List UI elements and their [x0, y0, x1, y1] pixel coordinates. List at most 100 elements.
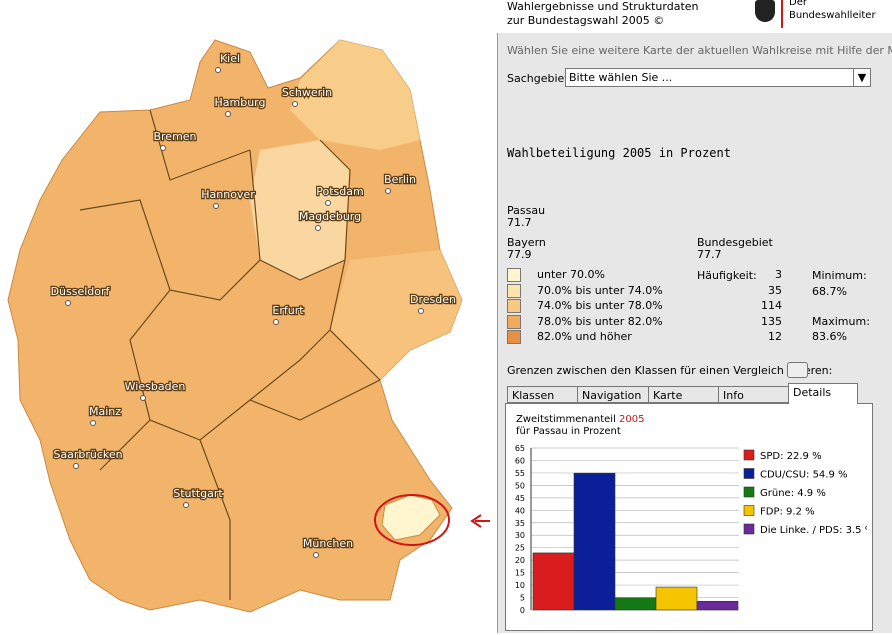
- y-tick-label: 65: [515, 444, 525, 453]
- class-swatch: [507, 314, 521, 329]
- class-swatch: [507, 268, 521, 282]
- fix-button[interactable]: [787, 362, 808, 378]
- bar: [696, 600, 739, 611]
- select[interactable]: Bitte wählen Sie ... ▼: [565, 68, 871, 87]
- class-label: 74.0% bis unter 78.0%: [537, 299, 663, 312]
- y-tick-label: 10: [515, 581, 525, 590]
- min-label: Minimum:: [812, 269, 867, 282]
- country-name: Bundesgebiet: [697, 236, 773, 249]
- chart-year: 2005: [619, 414, 645, 425]
- city-dot: [225, 111, 231, 117]
- max-value: 83.6%: [812, 330, 847, 343]
- arrow: [470, 514, 490, 528]
- bar: [532, 552, 575, 611]
- min-value: 68.7%: [812, 285, 847, 298]
- class-label: unter 70.0%: [537, 268, 605, 281]
- y-tick-label: 5: [520, 594, 525, 603]
- instruction: Wählen Sie eine weitere Karte der aktuel…: [507, 44, 892, 57]
- class-count: 3: [775, 268, 782, 281]
- y-tick-label: 25: [515, 544, 525, 553]
- city-label: Berlin: [384, 173, 416, 186]
- city-label: Erfurt: [272, 304, 304, 317]
- logo-eagle: [755, 0, 775, 22]
- city-dot: [73, 463, 79, 469]
- legend-swatch: [743, 468, 755, 479]
- tab[interactable]: Info: [718, 386, 789, 403]
- select-arrow: ▼: [853, 69, 870, 86]
- logo-text: Der: [789, 0, 807, 8]
- city-dot: [215, 67, 221, 73]
- city-dot: [65, 300, 71, 306]
- city-label: München: [303, 537, 353, 550]
- city-label: Düsseldorf: [51, 285, 111, 298]
- legend-label: Die Linke. / PDS: 3.5 %: [760, 525, 867, 536]
- state-borders: [79, 109, 381, 600]
- city-label: Hannover: [201, 188, 255, 201]
- y-tick-label: 35: [515, 519, 525, 528]
- region-value: 71.7: [507, 216, 532, 229]
- y-tick-label: 30: [515, 531, 525, 540]
- y-tick-label: 0: [520, 606, 525, 615]
- class-swatch: [507, 283, 521, 298]
- fix-label: Grenzen zwischen den Klassen für einen V…: [507, 364, 833, 377]
- city-dot: [160, 145, 166, 151]
- max-label: Maximum:: [812, 315, 870, 328]
- city-label: Stuttgart: [173, 487, 223, 500]
- tab[interactable]: Navigation: [577, 386, 649, 403]
- legend-swatch: [743, 505, 755, 516]
- city-dot: [385, 188, 391, 194]
- city-labels: Kiel Hamburg Schwerin Bremen Berlin Potsdam Ha…: [49, 51, 457, 558]
- legend-swatch: [743, 523, 755, 535]
- city-label: Kiel: [220, 52, 240, 65]
- city-dot: [213, 203, 219, 209]
- country-value: 77.7: [697, 248, 722, 261]
- class-label: 70.0% bis unter 74.0%: [537, 283, 663, 297]
- city-dot: [325, 200, 331, 206]
- city-label: Schwerin: [282, 86, 332, 99]
- legend-label: Grüne: 4.9 %: [760, 488, 826, 499]
- city-label: Magdeburg: [299, 210, 361, 223]
- tab[interactable]: Karte: [648, 386, 719, 403]
- map: [7, 39, 490, 613]
- north-east-region: [290, 40, 420, 150]
- east-region: [250, 140, 350, 280]
- y-tick-label: 60: [515, 456, 525, 465]
- class-count: 12: [768, 330, 782, 343]
- select-text: Bitte wählen Sie ...: [569, 71, 673, 84]
- city-label: Hamburg: [215, 96, 266, 109]
- tab[interactable]: Klassen: [507, 386, 578, 403]
- state-value: 77.9: [507, 248, 532, 261]
- city-dot: [273, 319, 279, 325]
- class-swatch: [507, 330, 521, 344]
- logo-text: Bundeswahlleiter: [789, 10, 876, 21]
- city-label: Saarbrücken: [53, 448, 122, 461]
- y-tick-label: 20: [515, 556, 525, 565]
- city-dot: [292, 101, 298, 107]
- legend-swatch: [743, 486, 755, 498]
- class-swatch: [507, 299, 521, 313]
- bar: [573, 472, 616, 611]
- city-label: Potsdam: [316, 185, 363, 198]
- city-dot: [183, 502, 189, 508]
- tab[interactable]: Details: [788, 383, 858, 404]
- bar: [614, 597, 657, 611]
- chart-subtitle: für Passau in Prozent: [516, 426, 621, 437]
- south-east-region: [330, 250, 462, 380]
- class-label: 82.0% und höher: [537, 330, 632, 343]
- city-dot: [315, 225, 321, 231]
- legend-swatch: [743, 449, 755, 461]
- y-tick-label: 15: [515, 569, 525, 578]
- select-label: Sachgebiet:: [507, 72, 573, 85]
- city-label: Mainz: [89, 405, 121, 418]
- title: zur Bundestagswahl 2005 ©: [507, 14, 665, 27]
- bar: [655, 586, 698, 611]
- title: Wahlergebnisse und Strukturdaten: [507, 0, 699, 13]
- region-name: Passau: [507, 204, 546, 217]
- legend-label: SPD: 22.9 %: [760, 451, 822, 462]
- class-label: 78.0% bis unter 82.0%: [537, 314, 663, 328]
- city-label: Dresden: [410, 293, 456, 306]
- city-dot: [418, 308, 424, 314]
- class-count: 114: [761, 299, 782, 312]
- city-label: Wiesbaden: [125, 380, 186, 393]
